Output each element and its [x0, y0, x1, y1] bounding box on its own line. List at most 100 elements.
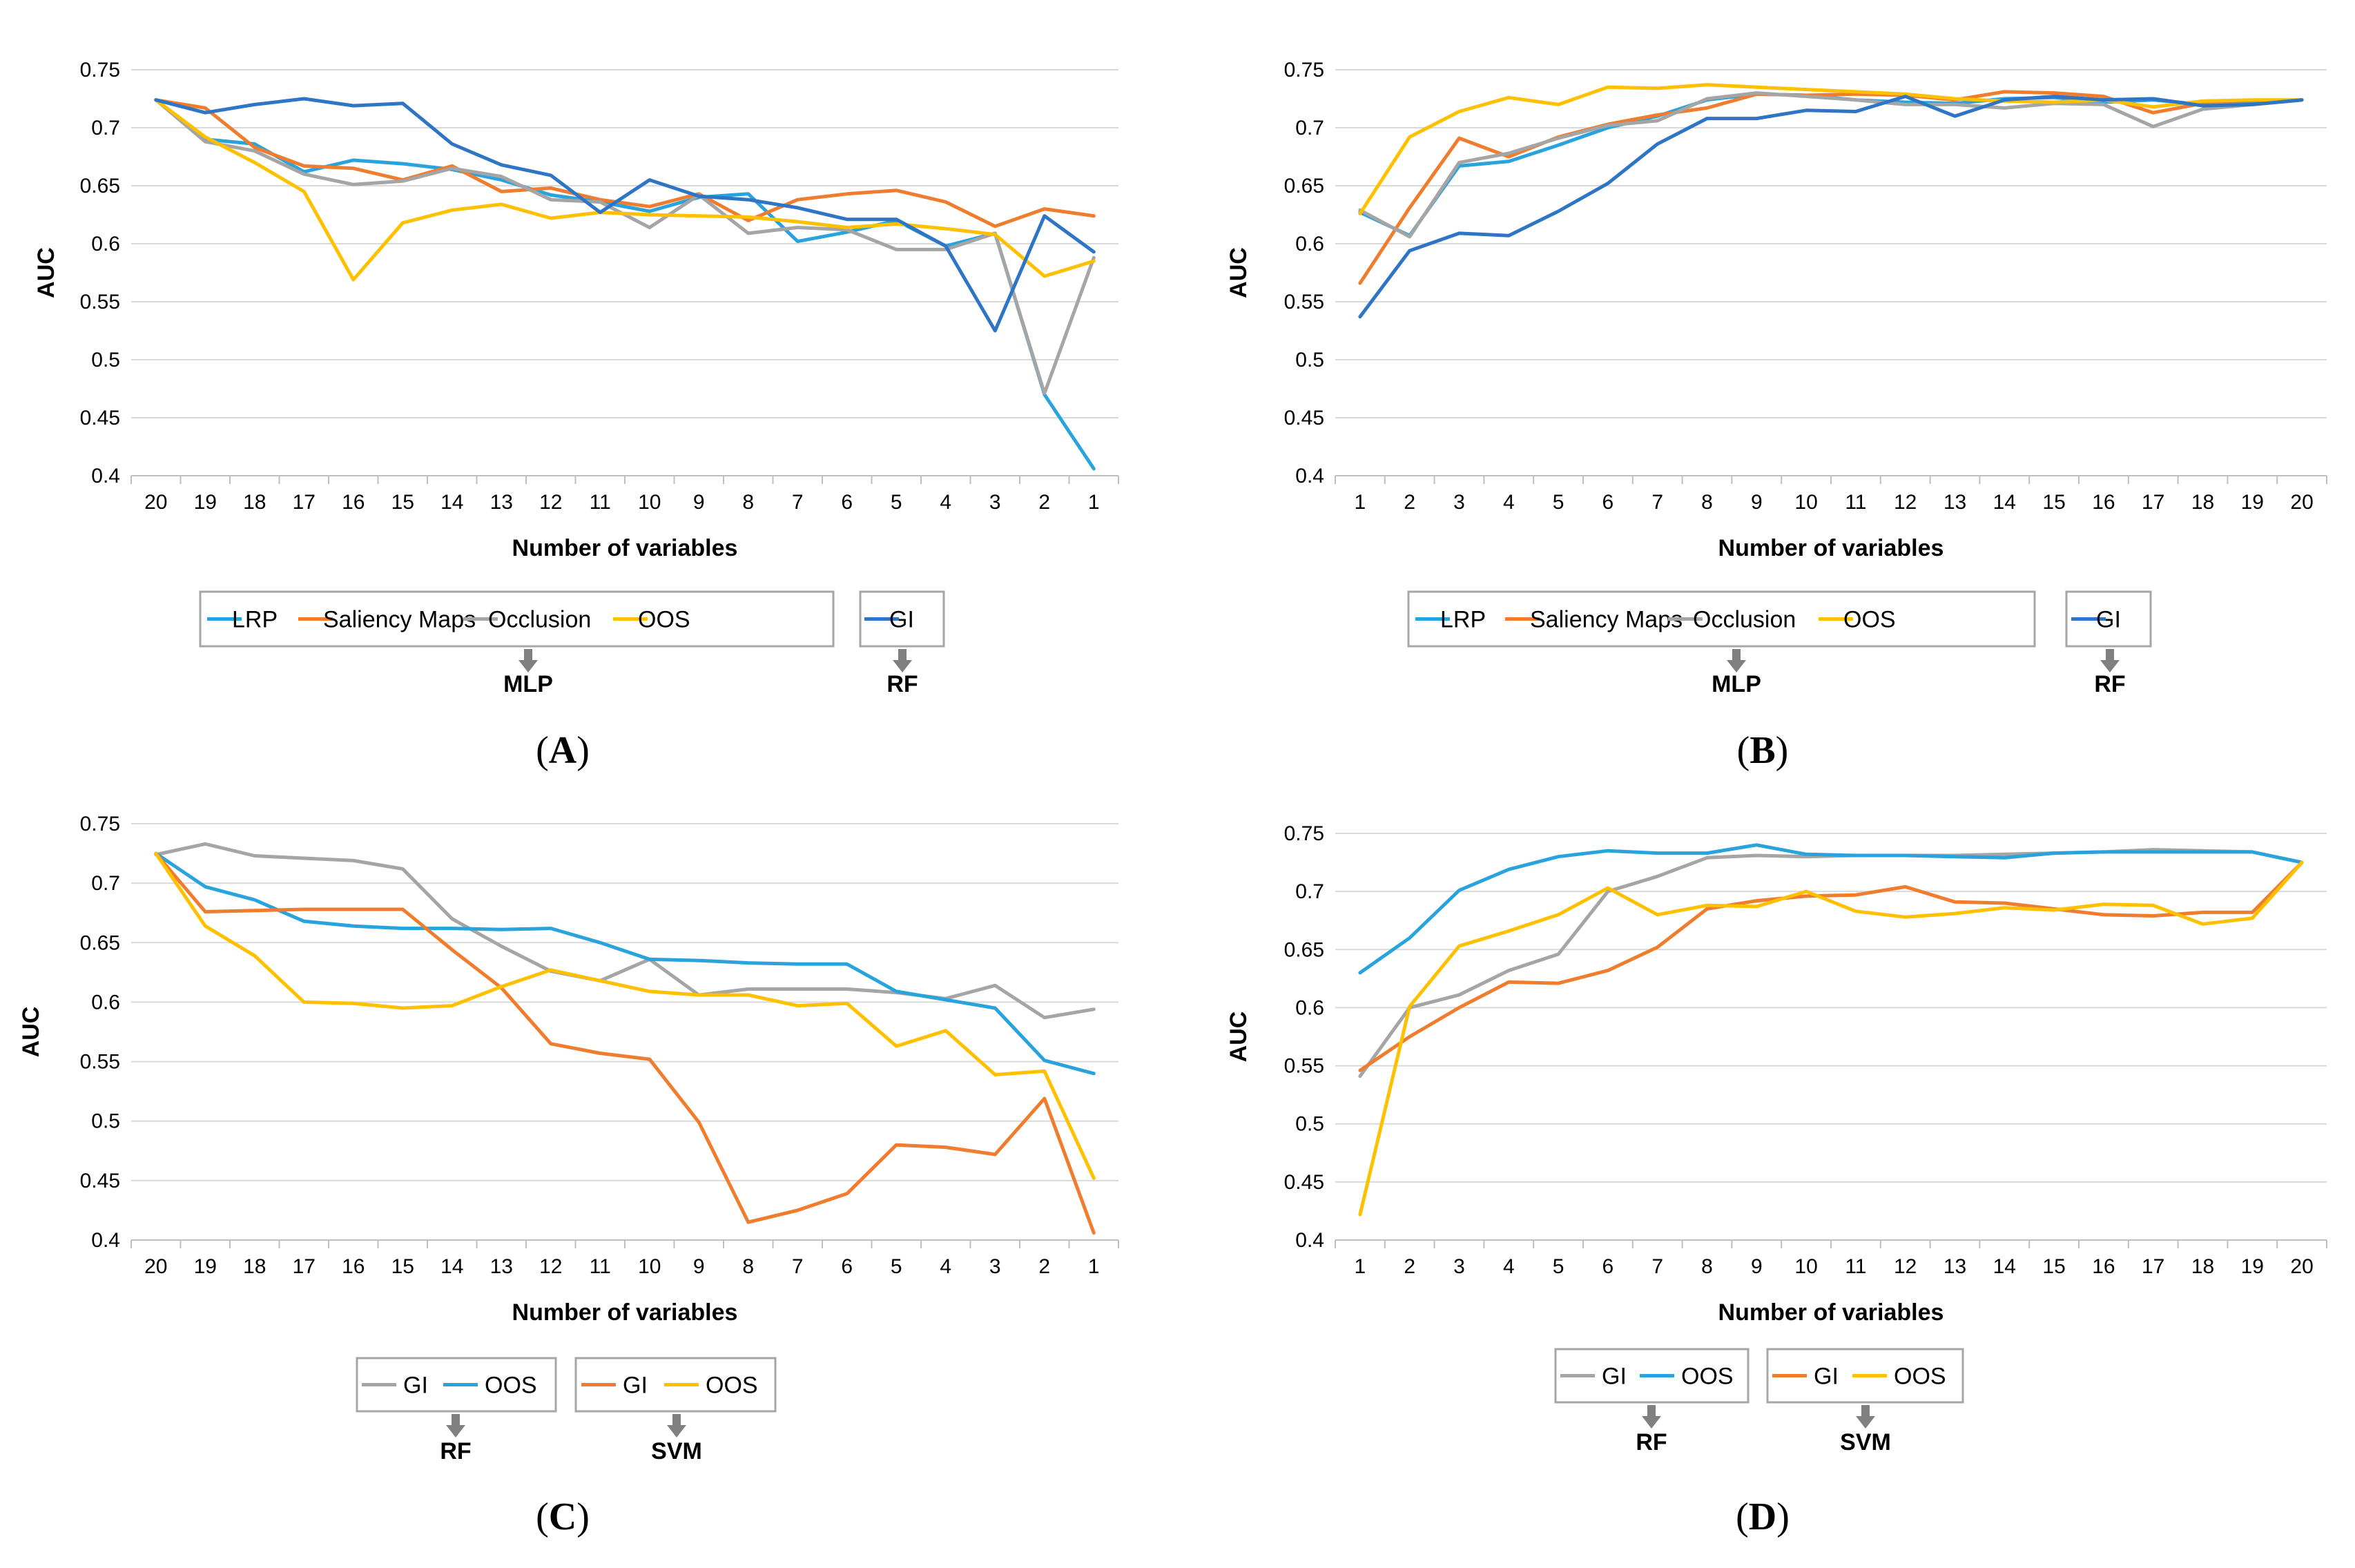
y-tick-label: 0.5 [91, 349, 120, 371]
x-tick-label: 14 [440, 491, 463, 514]
x-tick-label: 10 [638, 491, 661, 514]
x-tick-label: 19 [194, 491, 217, 514]
arrow-down-icon [519, 660, 538, 672]
series-line-gi-4 [1358, 95, 2304, 319]
series-line-oos-1 [1358, 843, 2304, 975]
x-tick-label: 9 [693, 1255, 705, 1278]
series-line-lrp-0 [1358, 92, 2304, 238]
legend-label: OOS [485, 1373, 537, 1399]
series-line-gi-0 [1358, 848, 2304, 1078]
x-tick-label: 1 [1088, 1255, 1100, 1278]
x-tick-label: 5 [1553, 491, 1564, 514]
x-tick-label: 3 [989, 1255, 1001, 1278]
legend: LRP Saliency Maps Occlusion OOS GI MLP RF [1407, 590, 2152, 697]
x-tick-label: 12 [539, 491, 562, 514]
x-tick-label: 10 [1794, 491, 1817, 514]
x-tick-label: 16 [2092, 1255, 2115, 1278]
x-tick-label: 17 [2142, 491, 2164, 514]
x-tick-label: 4 [1503, 1255, 1515, 1278]
x-tick-label: 17 [2142, 1255, 2164, 1278]
legend-label: GI [1602, 1364, 1627, 1390]
arrow-down-icon [1856, 1416, 1875, 1429]
x-tick-label: 16 [2092, 491, 2115, 514]
x-tick-label: 13 [1944, 491, 1966, 514]
y-tick-label: 0.55 [80, 1051, 120, 1074]
y-axis-title: AUC [1225, 247, 1252, 298]
x-tick-label: 3 [1453, 491, 1465, 514]
x-tick-label: 8 [1701, 1255, 1713, 1278]
series-line-oos-3 [1358, 83, 2304, 215]
legend-label: LRP [232, 607, 278, 633]
legend-label: LRP [1440, 607, 1486, 633]
x-tick-label: 3 [989, 491, 1001, 514]
y-axis-title: AUC [1225, 1012, 1252, 1063]
x-tick-label: 4 [940, 491, 951, 514]
series-line-occlusion-2 [154, 98, 1096, 396]
y-tick-label: 0.6 [1295, 996, 1324, 1019]
x-tick-label: 9 [693, 491, 705, 514]
x-tick-label: 20 [144, 491, 167, 514]
series-line-saliency-maps-1 [154, 98, 1096, 229]
series-line-oos-1 [154, 851, 1096, 1076]
arrow-stem [672, 1414, 681, 1426]
arrow-down-icon [667, 1425, 686, 1438]
legend-group-label: RF [2094, 671, 2125, 697]
legend: LRP Saliency Maps Occlusion OOS GI MLP RF [199, 590, 945, 697]
y-tick-label: 0.75 [80, 59, 120, 81]
x-tick-label: 6 [1602, 1255, 1614, 1278]
x-tick-label: 8 [1701, 491, 1713, 514]
legend-label: Occlusion [1693, 607, 1796, 633]
x-tick-label: 8 [742, 491, 754, 514]
series-line-oos-3 [1358, 860, 2304, 1217]
x-tick-label: 20 [144, 1255, 167, 1278]
x-tick-label: 19 [194, 1255, 217, 1278]
x-tick-label: 13 [490, 1255, 513, 1278]
x-tick-label: 16 [342, 1255, 365, 1278]
legend-label: GI [403, 1373, 428, 1399]
y-tick-label: 0.7 [91, 872, 120, 895]
arrow-down-icon [1727, 660, 1746, 672]
x-tick-label: 13 [1944, 1255, 1966, 1278]
y-tick-label: 0.7 [1295, 880, 1324, 903]
x-axis-title: Number of variables [1718, 1299, 1944, 1326]
y-tick-label: 0.65 [1284, 175, 1324, 197]
x-tick-label: 18 [2191, 1255, 2214, 1278]
y-tick-label: 0.65 [80, 931, 120, 954]
x-tick-label: 14 [1993, 491, 2016, 514]
x-tick-label: 19 [2241, 1255, 2264, 1278]
x-tick-label: 11 [1845, 491, 1866, 514]
y-tick-label: 0.4 [91, 1229, 120, 1252]
y-tick-label: 0.4 [91, 465, 120, 487]
x-tick-label: 18 [2191, 491, 2214, 514]
x-tick-label: 15 [391, 491, 414, 514]
arrow-stem [1647, 1405, 1656, 1417]
legend-label: GI [889, 607, 914, 633]
legend: GI OOS GI OOS RF SVM [356, 1357, 777, 1464]
panel-label: (B) [1737, 729, 1789, 772]
x-tick-label: 11 [1845, 1255, 1866, 1278]
arrow-stem [452, 1414, 460, 1426]
series-line-lrp-0 [154, 98, 1096, 471]
x-tick-label: 2 [1404, 1255, 1415, 1278]
x-tick-label: 14 [1993, 1255, 2016, 1278]
x-tick-label: 19 [2241, 491, 2264, 514]
x-tick-label: 9 [1751, 491, 1763, 514]
x-tick-label: 18 [243, 1255, 266, 1278]
legend-label: OOS [706, 1373, 758, 1399]
arrow-down-icon [1642, 1416, 1661, 1429]
x-tick-label: 8 [742, 1255, 754, 1278]
x-tick-label: 5 [891, 1255, 902, 1278]
y-tick-label: 0.5 [1295, 1113, 1324, 1136]
arrow-stem [1732, 649, 1741, 661]
series-line-occlusion-2 [1358, 91, 2304, 239]
panel-label: (C) [536, 1496, 590, 1538]
x-axis-title: Number of variables [512, 1299, 738, 1326]
arrow-down-icon [893, 660, 912, 672]
x-tick-label: 15 [2042, 1255, 2065, 1278]
y-axis-title: AUC [33, 247, 59, 298]
x-tick-label: 7 [1651, 491, 1663, 514]
x-tick-label: 12 [1894, 1255, 1917, 1278]
legend-group-label: RF [886, 671, 918, 697]
y-tick-label: 0.7 [91, 117, 120, 139]
